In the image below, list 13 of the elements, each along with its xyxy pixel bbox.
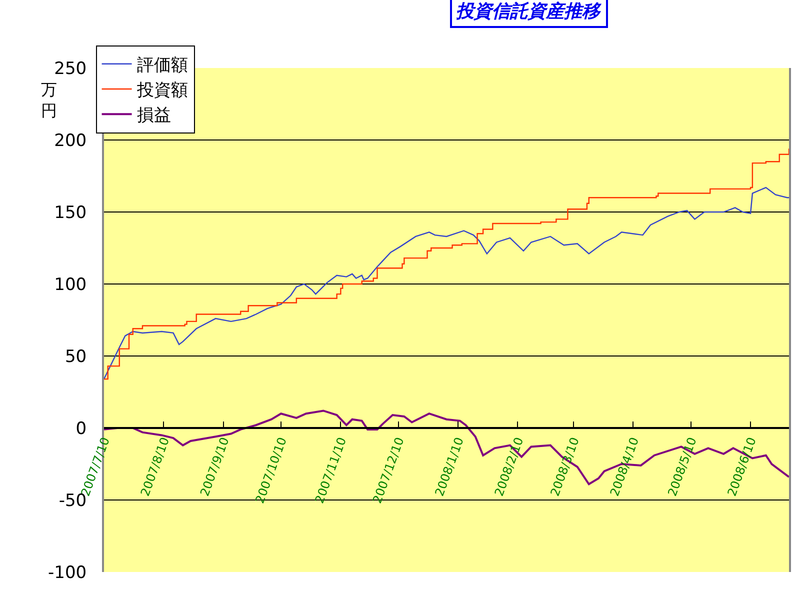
y-tick-label: 50 [64, 346, 87, 367]
legend-label: 評価額 [136, 56, 188, 76]
legend-label: 投資額 [136, 80, 188, 101]
y-tick-label: 200 [54, 130, 87, 151]
legend-label: 損益 [136, 106, 171, 126]
y-tick-label: -100 [48, 562, 87, 583]
y-tick-label: 100 [54, 274, 87, 295]
y-axis-title: 万円 [41, 80, 57, 120]
y-tick-label: 0 [76, 418, 87, 439]
y-tick-label: 150 [54, 202, 87, 223]
chart-title: 投資信託資産推移 [456, 1, 602, 22]
y-tick-label: 250 [54, 58, 87, 79]
line-series [104, 186, 789, 380]
